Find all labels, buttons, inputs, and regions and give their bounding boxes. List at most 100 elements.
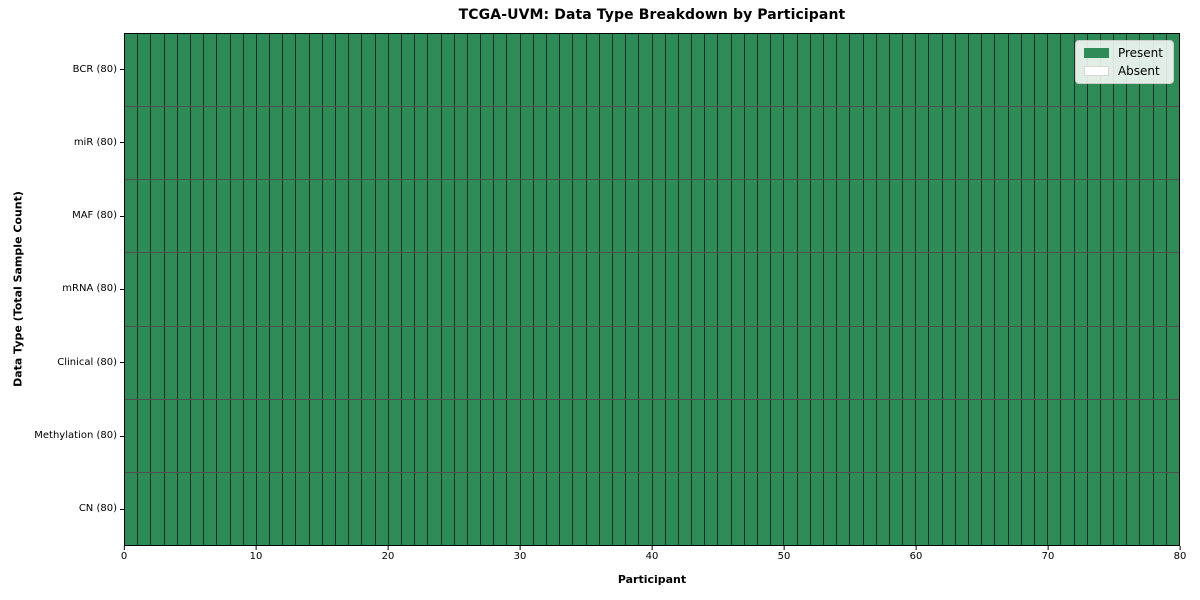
heatmap-cell xyxy=(982,107,996,180)
heatmap-cell xyxy=(586,34,600,107)
heatmap-cell xyxy=(863,107,877,180)
heatmap-cell xyxy=(125,472,139,545)
heatmap-cell xyxy=(823,253,838,326)
heatmap-cell xyxy=(1048,34,1062,107)
heatmap-cell xyxy=(705,253,719,326)
heatmap-cell xyxy=(151,107,165,180)
heatmap-cell xyxy=(850,34,864,107)
heatmap-cell xyxy=(296,34,310,107)
heatmap-cell xyxy=(652,107,666,180)
heatmap-cell xyxy=(441,399,455,472)
heatmap-cell xyxy=(665,34,679,107)
heatmap-cell xyxy=(125,399,139,472)
heatmap-cell xyxy=(547,107,561,180)
heatmap-cell xyxy=(388,34,402,107)
heatmap-cell xyxy=(599,180,613,253)
heatmap-cell xyxy=(401,472,416,545)
heatmap-cell xyxy=(467,180,482,253)
heatmap-cell xyxy=(560,180,574,253)
heatmap-cell xyxy=(652,399,666,472)
heatmap-cell xyxy=(810,326,824,399)
heatmap-cell xyxy=(639,472,653,545)
heatmap-cell xyxy=(270,326,284,399)
heatmap-cell xyxy=(256,399,271,472)
heatmap-cell xyxy=(810,472,824,545)
heatmap-cell xyxy=(599,253,613,326)
heatmap-cell xyxy=(612,326,627,399)
heatmap-cell xyxy=(889,399,904,472)
heatmap-cell xyxy=(243,34,257,107)
heatmap-cell xyxy=(256,180,271,253)
heatmap-cell xyxy=(903,399,917,472)
heatmap-cell xyxy=(336,253,350,326)
heatmap-cell xyxy=(705,472,719,545)
heatmap-cell xyxy=(388,107,402,180)
heatmap-cell xyxy=(1048,107,1062,180)
x-tick: 20 xyxy=(382,546,394,563)
heatmap-cell xyxy=(362,253,376,326)
heatmap-cell xyxy=(138,472,152,545)
heatmap-cell xyxy=(850,253,864,326)
heatmap-cell xyxy=(507,326,521,399)
heatmap-cell xyxy=(850,472,864,545)
heatmap-cell xyxy=(929,107,943,180)
heatmap-cell xyxy=(995,180,1009,253)
heatmap-cell xyxy=(375,180,389,253)
heatmap-cell xyxy=(401,253,416,326)
x-tick: 10 xyxy=(250,546,262,563)
heatmap-cell xyxy=(1048,253,1062,326)
heatmap-cell xyxy=(758,399,772,472)
heatmap-cell xyxy=(1008,399,1022,472)
legend-label-present: Present xyxy=(1117,46,1163,60)
heatmap-cell xyxy=(138,326,152,399)
heatmap-cell xyxy=(204,180,218,253)
heatmap-cell xyxy=(243,180,257,253)
heatmap-cell xyxy=(705,34,719,107)
heatmap-cell xyxy=(190,107,205,180)
heatmap-cell xyxy=(1153,399,1167,472)
heatmap-cell xyxy=(784,253,798,326)
heatmap-cell xyxy=(1114,107,1128,180)
heatmap-cell xyxy=(1100,253,1115,326)
heatmap-cell xyxy=(784,472,798,545)
heatmap-cell xyxy=(784,107,798,180)
heatmap-cell xyxy=(639,253,653,326)
heatmap-row xyxy=(125,399,1179,473)
heatmap-cell xyxy=(797,253,811,326)
heatmap-cell xyxy=(982,399,996,472)
heatmap-cell xyxy=(1074,472,1088,545)
heatmap-cell xyxy=(573,107,587,180)
heatmap-cell xyxy=(467,34,482,107)
heatmap-cell xyxy=(1008,107,1022,180)
heatmap-cell xyxy=(718,253,732,326)
heatmap-cell xyxy=(1008,326,1022,399)
legend: Present Absent xyxy=(1074,40,1174,84)
heatmap-cell xyxy=(863,326,877,399)
x-tick: 50 xyxy=(778,546,790,563)
heatmap-cell xyxy=(1034,253,1049,326)
heatmap-cell xyxy=(283,472,297,545)
heatmap-cell xyxy=(533,180,547,253)
heatmap-cell xyxy=(876,180,890,253)
heatmap-cell xyxy=(336,180,350,253)
heatmap-cell xyxy=(652,34,666,107)
heatmap-cell xyxy=(1087,180,1101,253)
heatmap-cell xyxy=(903,107,917,180)
heatmap-cell xyxy=(823,326,838,399)
heatmap-cell xyxy=(995,472,1009,545)
heatmap-cell xyxy=(349,253,363,326)
heatmap-cell xyxy=(560,399,574,472)
heatmap-cell xyxy=(718,472,732,545)
heatmap-cell xyxy=(336,399,350,472)
heatmap-cell xyxy=(270,253,284,326)
heatmap-cell xyxy=(586,107,600,180)
heatmap-cell xyxy=(916,107,930,180)
heatmap-cell xyxy=(1061,180,1075,253)
heatmap-cell xyxy=(1061,326,1075,399)
heatmap-cell xyxy=(309,107,323,180)
heatmap-cell xyxy=(507,180,521,253)
heatmap-cell xyxy=(415,326,429,399)
heatmap-cell xyxy=(982,472,996,545)
heatmap-cell xyxy=(388,472,402,545)
heatmap-cell xyxy=(177,472,191,545)
